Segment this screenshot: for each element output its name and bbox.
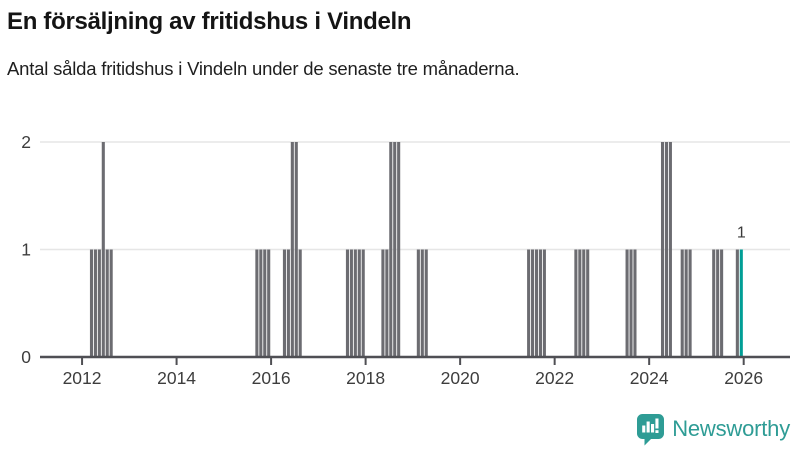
x-tick-label: 2018 <box>346 368 385 388</box>
bar <box>527 249 531 357</box>
bar <box>586 249 590 357</box>
bar <box>385 249 389 357</box>
bar <box>381 249 385 357</box>
bar <box>716 249 720 357</box>
y-tick-label: 0 <box>21 347 31 367</box>
logo-exclamation-dot <box>655 429 659 433</box>
bar <box>660 142 665 357</box>
bar <box>259 249 263 357</box>
bar <box>389 142 393 357</box>
x-tick-label: 2022 <box>535 368 574 388</box>
logo-exclamation-stem <box>655 418 659 428</box>
highlight-bar <box>739 249 743 357</box>
bar <box>349 249 353 357</box>
bar <box>633 249 637 357</box>
logo-bar-3 <box>651 423 655 432</box>
bar <box>345 249 350 357</box>
bar <box>353 249 357 357</box>
logo-bar-1 <box>642 425 646 432</box>
bar <box>298 249 302 357</box>
bar <box>255 249 259 357</box>
bar <box>286 249 290 357</box>
bar <box>735 249 739 357</box>
page-subtitle: Antal sålda fritidshus i Vindeln under d… <box>7 58 520 80</box>
bar <box>680 249 684 357</box>
bar <box>625 249 629 357</box>
chart-header: En försäljning av fritidshus i Vindeln A… <box>7 0 793 80</box>
x-tick-label: 2012 <box>63 368 102 388</box>
bar <box>542 249 546 357</box>
bar <box>574 249 578 357</box>
bar <box>361 249 365 357</box>
bar <box>420 249 424 357</box>
bar <box>89 249 94 357</box>
brand-footer: Newsworthy <box>636 411 790 447</box>
brand-name: Newsworthy <box>672 416 790 441</box>
bar <box>531 249 535 357</box>
x-tick-label: 2014 <box>157 368 196 388</box>
logo-bar-2 <box>646 421 650 432</box>
bar <box>424 249 428 357</box>
bar <box>97 249 101 357</box>
x-tick-label: 2020 <box>441 368 480 388</box>
x-tick-label: 2024 <box>630 368 669 388</box>
bar <box>668 142 672 357</box>
bar <box>534 249 539 357</box>
y-tick-label: 1 <box>21 240 31 260</box>
bar <box>416 249 420 357</box>
bar <box>282 249 286 357</box>
bar <box>629 249 633 357</box>
bar-chart: 0 1 2 2012 2014 2016 2018 2020 2022 2024 2026 1 <box>0 118 800 408</box>
bar <box>294 142 298 357</box>
bubble-shape <box>637 413 665 445</box>
newsworthy-logo-icon <box>637 413 665 445</box>
bar <box>393 142 397 357</box>
bar <box>290 142 294 357</box>
bar <box>397 142 401 357</box>
bar <box>357 249 361 357</box>
bar <box>101 142 105 357</box>
bar <box>263 249 267 357</box>
bar <box>267 249 271 357</box>
bar <box>720 249 724 357</box>
bar <box>688 249 692 357</box>
bar <box>109 249 113 357</box>
x-tick-label: 2026 <box>724 368 763 388</box>
bar <box>582 249 586 357</box>
y-tick-label: 2 <box>21 132 31 152</box>
bar <box>664 142 669 357</box>
page-title: En försäljning av fritidshus i Vindeln <box>7 8 412 35</box>
bar <box>578 249 582 357</box>
bar <box>538 249 542 357</box>
bar <box>93 249 97 357</box>
bar <box>712 249 716 357</box>
bar <box>684 249 688 357</box>
x-tick-label: 2016 <box>252 368 291 388</box>
bar-value-annotation: 1 <box>737 225 746 242</box>
bar <box>105 249 109 357</box>
